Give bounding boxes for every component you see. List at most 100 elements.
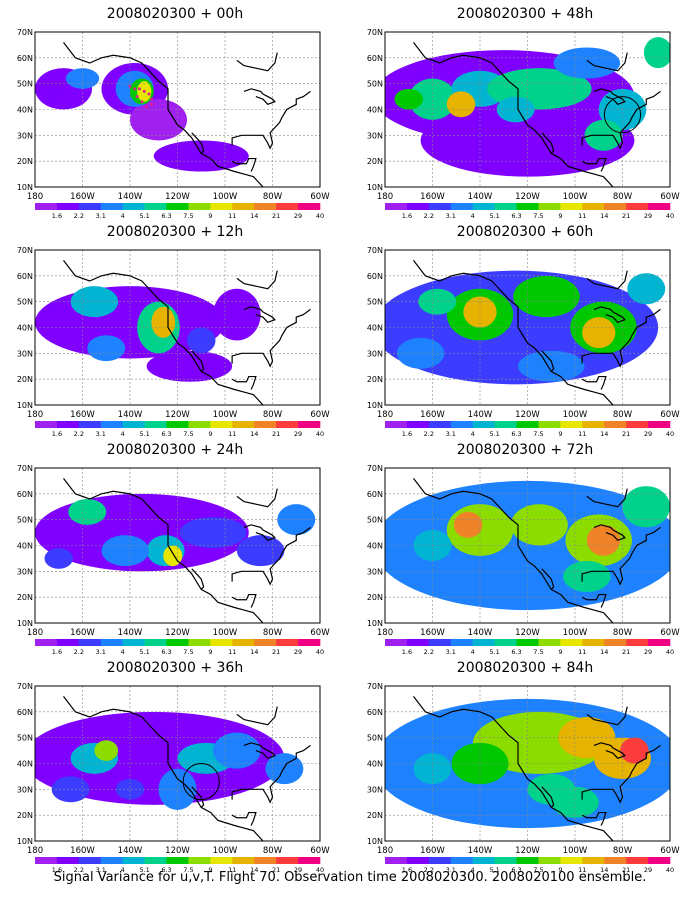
lon-tick-label: 140W xyxy=(118,192,143,202)
colorbar-label: 40 xyxy=(316,866,324,872)
coastline xyxy=(191,350,205,372)
colorbar-label: 11 xyxy=(228,430,236,436)
colorbar-swatch xyxy=(516,421,539,428)
colorbar-label: 5.1 xyxy=(139,430,149,436)
colorbar-swatch xyxy=(188,421,211,428)
panel-title: 2008020300 + 24h xyxy=(106,442,244,458)
lat-tick-label: 10N xyxy=(17,837,33,846)
colorbar-swatch xyxy=(35,639,58,646)
lat-tick-label: 30N xyxy=(17,349,33,358)
lon-tick-label: 60W xyxy=(660,846,680,856)
colorbar-label: 29 xyxy=(644,648,652,654)
lon-tick-label: 180 xyxy=(377,628,393,638)
colorbar-label: 2.2 xyxy=(74,212,84,218)
colorbar-label: 7.5 xyxy=(183,212,193,218)
colorbar-swatch xyxy=(298,639,321,646)
colorbar-swatch xyxy=(232,203,255,210)
coastline xyxy=(541,350,555,372)
variance-contour xyxy=(265,753,304,785)
colorbar-swatch xyxy=(428,421,452,428)
colorbar-label: 2.2 xyxy=(424,430,434,436)
lat-tick-label: 50N xyxy=(367,516,383,525)
variance-contour xyxy=(179,517,247,549)
colorbar-label: 21 xyxy=(622,212,630,218)
colorbar-swatch xyxy=(604,203,627,210)
variance-contour xyxy=(146,350,233,382)
colorbar-label: 6.3 xyxy=(161,212,171,218)
colorbar-label: 7.5 xyxy=(183,866,193,872)
colorbar-label: 7.5 xyxy=(183,430,193,436)
coastline xyxy=(63,477,264,623)
colorbar-label: 14 xyxy=(250,212,258,218)
coastline xyxy=(581,744,661,804)
flight-track-point xyxy=(142,89,146,93)
colorbar-label: 2.2 xyxy=(424,648,434,654)
colorbar-swatch xyxy=(56,857,80,864)
colorbar-label: 4 xyxy=(471,212,475,218)
lon-tick-label: 80W xyxy=(613,192,633,202)
variance-contour xyxy=(446,91,476,118)
lat-tick-label: 70N xyxy=(367,682,383,691)
colorbar-label: 21 xyxy=(622,430,630,436)
lon-tick-label: 80W xyxy=(263,192,283,202)
colorbar-label: 3.1 xyxy=(96,430,106,436)
colorbar-label: 1.6 xyxy=(52,866,62,872)
colorbar-swatch xyxy=(604,857,627,864)
coastline xyxy=(593,742,626,760)
panel-title: 2008020300 + 84h xyxy=(456,660,594,676)
colorbar-label: 14 xyxy=(600,648,608,654)
colorbar-swatch xyxy=(122,203,145,210)
lon-tick-label: 60W xyxy=(660,628,680,638)
colorbar-swatch xyxy=(35,203,58,210)
lat-tick-label: 60N xyxy=(17,708,33,717)
colorbar-label: 6.3 xyxy=(161,430,171,436)
lat-tick-label: 50N xyxy=(17,80,33,89)
lon-tick-label: 120W xyxy=(165,192,190,202)
colorbar-swatch xyxy=(166,857,189,864)
colorbar-swatch xyxy=(56,639,80,646)
lon-tick-label: 120W xyxy=(515,410,540,420)
colorbar-swatch xyxy=(538,639,561,646)
colorbar-label: 11 xyxy=(578,648,586,654)
lon-tick-label: 80W xyxy=(263,846,283,856)
lon-tick-label: 180 xyxy=(377,192,393,202)
variance-contour xyxy=(94,740,119,761)
lon-tick-label: 60W xyxy=(660,192,680,202)
lon-tick-label: 100W xyxy=(563,410,588,420)
variance-contour xyxy=(582,317,616,349)
colorbar-label: 3.1 xyxy=(446,212,456,218)
flight-track-point xyxy=(145,105,149,109)
variance-contour xyxy=(622,486,670,528)
colorbar-label: 21 xyxy=(272,866,280,872)
figure-caption: Signal Variance for u,v,T. Flight 70. Ob… xyxy=(53,870,647,885)
variance-contour xyxy=(236,535,285,567)
colorbar-label: 3.1 xyxy=(96,866,106,872)
coastline xyxy=(63,41,264,187)
lat-tick-label: 50N xyxy=(367,80,383,89)
coastline xyxy=(191,786,205,808)
colorbar-swatch xyxy=(78,421,102,428)
variance-map: 10N 20N 30N 40N 50N 60N 70N 180 160W 140W 120W 100W… xyxy=(17,246,330,436)
lon-tick-label: 60W xyxy=(310,628,330,638)
colorbar-swatch xyxy=(582,203,605,210)
variance-contour xyxy=(620,737,649,764)
variance-contour xyxy=(68,499,107,525)
panel-title: 2008020300 + 12h xyxy=(106,224,244,240)
target-circle xyxy=(182,763,220,801)
colorbar-swatch xyxy=(626,421,649,428)
colorbar-swatch xyxy=(254,421,277,428)
colorbar-swatch xyxy=(560,421,583,428)
lon-tick-label: 100W xyxy=(213,410,238,420)
variance-contour xyxy=(553,47,621,79)
variance-contour xyxy=(35,711,285,805)
colorbar-swatch xyxy=(144,639,167,646)
colorbar-label: 21 xyxy=(272,430,280,436)
lon-tick-label: 160W xyxy=(70,192,95,202)
colorbar-swatch xyxy=(78,639,102,646)
lon-tick-label: 160W xyxy=(70,410,95,420)
lon-tick-label: 160W xyxy=(420,192,445,202)
colorbar-label: 7.5 xyxy=(533,430,543,436)
lon-tick-label: 80W xyxy=(613,410,633,420)
colorbar-swatch xyxy=(144,203,167,210)
colorbar-label: 2.2 xyxy=(74,648,84,654)
